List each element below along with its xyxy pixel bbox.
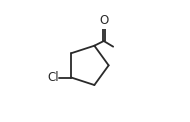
Text: Cl: Cl [47, 71, 59, 84]
Text: O: O [99, 14, 108, 27]
